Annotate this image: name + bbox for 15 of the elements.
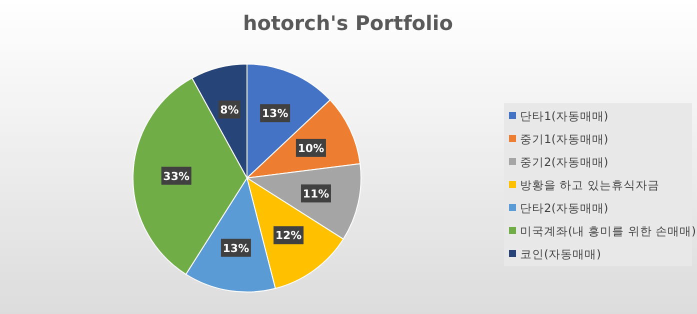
legend-label: 코인(자동매매) — [520, 247, 601, 261]
data-label: 8% — [220, 104, 239, 117]
data-label: 11% — [302, 187, 330, 200]
legend-label: 중기2(자동매매) — [520, 155, 608, 169]
data-label: 10% — [298, 142, 324, 155]
legend-label: 미국계좌(내 흥미를 위한 손매매) — [520, 224, 696, 238]
data-label: 12% — [275, 229, 302, 242]
data-label: 13% — [222, 242, 250, 255]
legend-label: 중기1(자동매매) — [520, 132, 608, 146]
legend-label: 방황을 하고 있는휴식자금 — [520, 178, 660, 192]
legend-label: 단타2(자동매매) — [520, 201, 608, 215]
data-label: 13% — [262, 107, 288, 120]
legend-label: 단타1(자동매매) — [520, 109, 608, 123]
data-label: 33% — [163, 170, 190, 183]
chart-title: hotorch's Portfolio — [243, 11, 453, 35]
